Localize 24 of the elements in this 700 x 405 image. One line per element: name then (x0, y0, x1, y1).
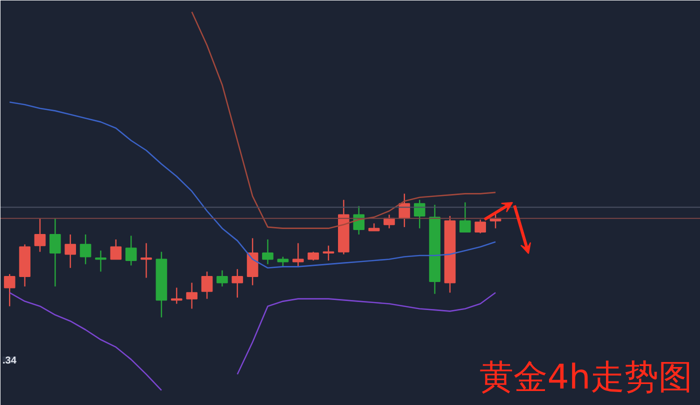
candlestick (262, 238, 274, 265)
text: 黄金4h走势图 (479, 358, 693, 398)
candlestick (95, 250, 106, 272)
candlestick (246, 238, 258, 286)
candlestick (201, 271, 213, 300)
candlestick (186, 282, 198, 310)
candlestick (414, 199, 426, 229)
candlestick (34, 218, 46, 252)
candlestick (277, 256, 289, 268)
text: .34 (2, 356, 17, 366)
candlestick (474, 219, 486, 234)
candlestick (140, 242, 152, 278)
candlestick (459, 202, 471, 233)
candlestick (232, 268, 244, 298)
candlestick (322, 245, 334, 262)
candlestick (292, 242, 304, 268)
candlestick (64, 234, 76, 268)
candlestick (50, 218, 61, 288)
candlestick (216, 270, 228, 288)
candlestick (80, 234, 92, 265)
candlestick (110, 238, 122, 260)
candlestick (170, 287, 182, 304)
candlestick (125, 235, 137, 266)
candlestick (4, 273, 16, 307)
